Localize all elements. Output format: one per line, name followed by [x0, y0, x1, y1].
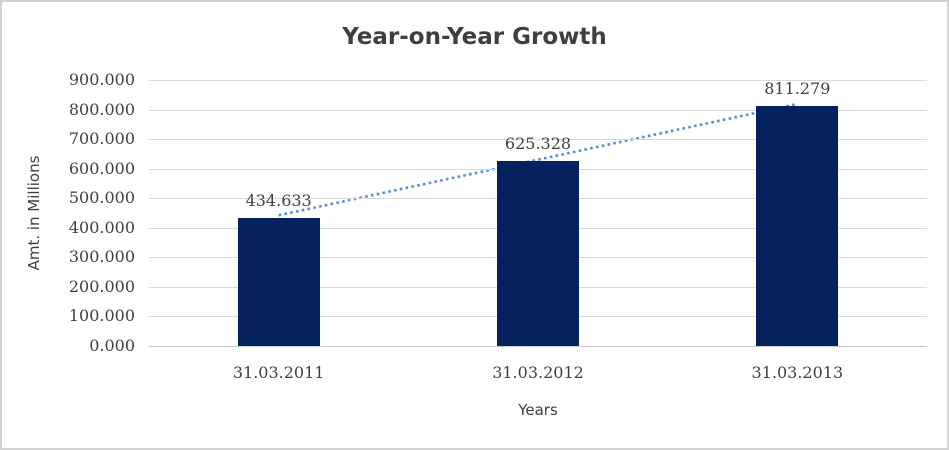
y-tick-label: 100.000: [68, 306, 135, 326]
bar-value-label: 434.633: [245, 190, 312, 210]
gridline: [149, 80, 927, 81]
y-tick-label: 0.000: [89, 336, 135, 355]
x-axis-line: [149, 346, 927, 347]
y-tick-label: 300.000: [68, 247, 135, 267]
y-tick-label: 500.000: [68, 188, 135, 208]
x-category-label: 31.03.2012: [492, 363, 584, 382]
chart-title: Year-on-Year Growth: [342, 24, 607, 50]
bar: [237, 217, 320, 346]
x-axis-title: Years: [518, 401, 558, 419]
y-tick-label: 900.000: [68, 70, 135, 89]
bar-value-label: 811.279: [764, 79, 831, 99]
bar-value-label: 625.328: [504, 134, 572, 154]
y-tick-label: 400.000: [68, 217, 135, 237]
gridline: [149, 109, 927, 111]
y-tick-label: 600.000: [68, 158, 135, 178]
y-tick-label: 200.000: [68, 276, 135, 296]
x-category-label: 31.03.2011: [232, 363, 325, 382]
plot-area: [149, 80, 927, 347]
gridline: [149, 139, 927, 141]
bar: [497, 161, 579, 346]
x-category-label: 31.03.2013: [751, 363, 844, 382]
y-tick-label: 800.000: [68, 99, 135, 119]
bar: [756, 106, 839, 346]
y-tick-label: 700.000: [68, 129, 135, 149]
